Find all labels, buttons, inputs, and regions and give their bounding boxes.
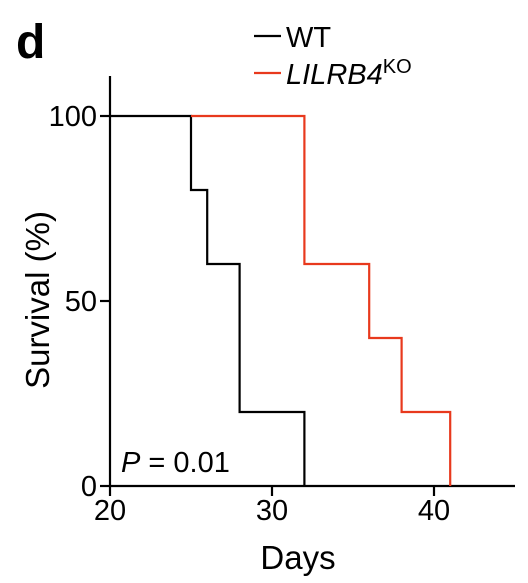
legend: WT LILRB4KO [254, 22, 412, 91]
axes: 0 50 100 20 30 40 [49, 76, 515, 527]
legend-label-lilrb4: LILRB4KO [286, 56, 412, 91]
x-tick-label: 30 [256, 495, 288, 527]
panel-label: d [16, 16, 45, 69]
series-wt-step-line [110, 114, 306, 486]
p-value-text: = 0.01 [140, 447, 230, 479]
p-value-annotation: P = 0.01 [121, 447, 230, 479]
x-tick-label: 40 [418, 495, 450, 527]
p-value-symbol: P [121, 447, 141, 479]
y-tick-label: 50 [65, 286, 97, 318]
legend-label-lilrb4-name: LILRB4 [286, 59, 383, 91]
x-axis-title: Days [260, 539, 335, 576]
legend-label-wt: WT [286, 22, 331, 54]
y-axis-title: Survival (%) [19, 211, 56, 389]
legend-label-lilrb4-superscript: KO [383, 56, 412, 78]
y-tick-label: 100 [49, 101, 97, 133]
x-tick-label: 20 [94, 495, 126, 527]
series-lilrb4-step-line [191, 114, 452, 486]
series-group [110, 114, 452, 486]
y-tick-label: 0 [81, 471, 97, 503]
